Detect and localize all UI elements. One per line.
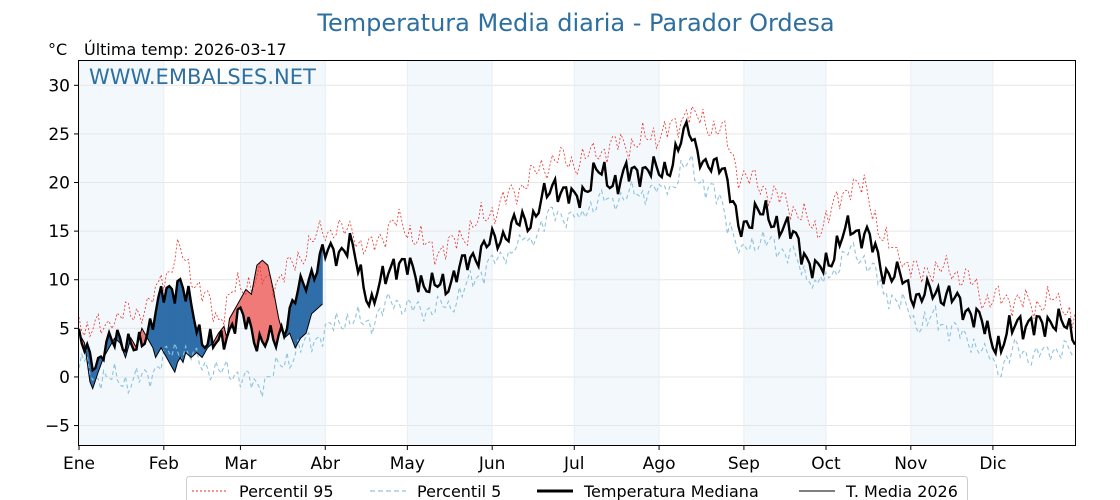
month-band [743, 61, 826, 445]
above-median-fill [259, 259, 263, 342]
month-band [240, 61, 326, 445]
y-tick-label: −5 [45, 417, 70, 437]
legend-median-label: Temperatura Mediana [583, 482, 759, 500]
x-tick-label: Jun [478, 454, 506, 474]
x-tick-label: Nov [894, 454, 927, 474]
month-band [574, 61, 660, 445]
legend-current-label: T. Media 2026 [845, 482, 958, 500]
series-lines [77, 105, 1077, 397]
legend-p95-label: Percentil 95 [239, 482, 334, 500]
y-tick-label: 5 [59, 319, 70, 339]
below-median-fill [177, 278, 181, 364]
y-axis-ticks: −5 0 5 10 15 20 25 30 [45, 76, 79, 437]
x-tick-label: May [390, 454, 425, 474]
y-tick-label: 10 [48, 271, 70, 291]
current-year-line [78, 259, 323, 391]
x-tick-label: Ago [643, 454, 676, 474]
unit-label: °C [48, 40, 67, 59]
chart-title: Temperatura Media diaria - Parador Ordes… [316, 9, 834, 37]
x-tick-label: Abr [311, 454, 340, 474]
median-temperature-line [77, 117, 1077, 373]
x-tick-label: Dic [979, 454, 1006, 474]
y-tick-label: 0 [59, 368, 70, 388]
percentile-5-line [78, 153, 1076, 397]
y-tick-label: 15 [48, 222, 70, 242]
above-median-fill [262, 259, 266, 348]
x-tick-label: Jul [563, 454, 585, 474]
x-tick-label: Mar [224, 454, 256, 474]
legend: Percentil 95 Percentil 5 Temperatura Med… [186, 476, 968, 500]
above-median-fill [264, 262, 269, 347]
legend-box [186, 476, 968, 500]
percentile-95-line [78, 105, 1076, 338]
x-tick-label: Ene [63, 454, 95, 474]
watermark: WWW.EMBALSES.NET [89, 65, 316, 89]
x-tick-label: Oct [811, 454, 841, 474]
x-tick-label: Sep [728, 454, 760, 474]
x-tick-label: Feb [149, 454, 179, 474]
month-band [910, 61, 993, 445]
month-band [407, 61, 493, 445]
month-bands [79, 61, 993, 445]
plot-frame [78, 60, 1076, 446]
y-tick-label: 30 [48, 76, 70, 96]
x-axis-ticks: Ene Feb Mar Abr May Jun Jul Ago Sep Oct Nov Dic [63, 445, 1006, 474]
last-temp-label: Última temp: 2026-03-17 [84, 40, 287, 59]
legend-p5-label: Percentil 5 [417, 482, 501, 500]
y-tick-label: 20 [48, 174, 70, 194]
y-tick-label: 25 [48, 125, 70, 145]
